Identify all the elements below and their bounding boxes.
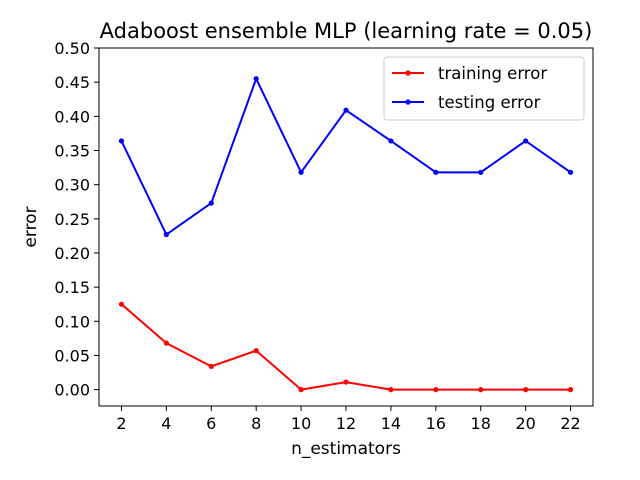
data-point-testing-error bbox=[298, 169, 304, 175]
data-point-training-error bbox=[433, 387, 439, 393]
data-point-training-error bbox=[118, 301, 125, 307]
data-point-testing-error bbox=[208, 200, 214, 206]
data-point-testing-error bbox=[433, 169, 439, 175]
data-point-training-error bbox=[567, 387, 574, 393]
x-tick-label: 8 bbox=[251, 414, 261, 433]
data-point-testing-error bbox=[118, 138, 125, 144]
y-axis-label: error bbox=[21, 206, 41, 247]
data-point-testing-error bbox=[253, 76, 259, 82]
y-tick-label: 0.00 bbox=[54, 381, 90, 400]
x-axis-label: n_estimators bbox=[291, 439, 401, 459]
data-point-training-error bbox=[163, 340, 169, 346]
y-tick-label: 0.20 bbox=[54, 244, 90, 263]
data-point-testing-error bbox=[567, 169, 574, 175]
data-point-training-error bbox=[523, 387, 529, 393]
y-tick-label: 0.10 bbox=[54, 312, 90, 331]
y-tick-label: 0.50 bbox=[54, 39, 90, 58]
legend-marker bbox=[405, 99, 411, 105]
x-tick-label: 10 bbox=[291, 414, 311, 433]
x-tick-label: 18 bbox=[471, 414, 491, 433]
y-tick-label: 0.40 bbox=[54, 107, 90, 126]
x-tick-label: 2 bbox=[116, 414, 126, 433]
y-tick-label: 0.25 bbox=[54, 210, 90, 229]
legend-marker bbox=[405, 70, 411, 76]
data-point-training-error bbox=[343, 379, 349, 385]
data-point-testing-error bbox=[163, 231, 169, 238]
data-point-testing-error bbox=[388, 138, 394, 144]
x-tick-label: 4 bbox=[161, 414, 171, 433]
data-point-training-error bbox=[478, 387, 484, 393]
y-tick-label: 0.45 bbox=[54, 73, 90, 92]
x-tick-label: 16 bbox=[426, 414, 446, 433]
x-tick-label: 12 bbox=[336, 414, 356, 433]
data-point-training-error bbox=[298, 387, 304, 393]
chart-title: Adaboost ensemble MLP (learning rate = 0… bbox=[100, 19, 593, 43]
y-tick-label: 0.05 bbox=[54, 346, 90, 365]
y-tick-label: 0.30 bbox=[54, 176, 90, 195]
data-point-testing-error bbox=[478, 169, 484, 175]
data-point-testing-error bbox=[523, 138, 529, 144]
series-line-training-error bbox=[120, 303, 571, 391]
x-tick-label: 22 bbox=[560, 414, 580, 433]
legend: training error testing error bbox=[383, 56, 585, 121]
data-point-testing-error bbox=[343, 107, 349, 113]
x-tick-label: 6 bbox=[206, 414, 216, 433]
data-point-training-error bbox=[208, 363, 214, 369]
x-tick-label: 20 bbox=[515, 414, 535, 433]
plot-frame bbox=[98, 47, 594, 407]
legend-box bbox=[383, 56, 585, 121]
y-tick-label: 0.15 bbox=[54, 278, 90, 297]
data-point-training-error bbox=[253, 348, 259, 354]
x-tick-label: 14 bbox=[381, 414, 401, 433]
legend-label: training error bbox=[438, 64, 547, 83]
legend-label: testing error bbox=[438, 93, 541, 112]
data-point-training-error bbox=[388, 387, 394, 393]
y-tick-label: 0.35 bbox=[54, 141, 90, 160]
